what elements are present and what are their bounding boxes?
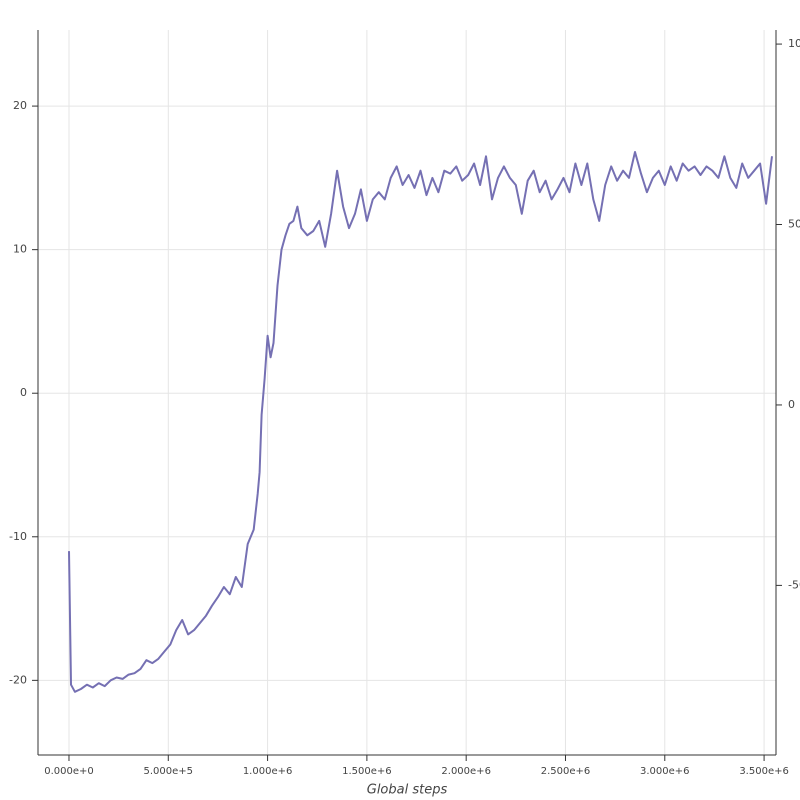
y-tick-label: -10 (9, 530, 27, 543)
x-tick-label: 1.500e+6 (342, 766, 392, 777)
x-axis-label: Global steps (367, 783, 448, 798)
y-tick-label: 20 (13, 99, 27, 112)
x-tick-label: 0.000e+0 (44, 766, 94, 777)
x-tick-label: 3.500e+6 (739, 766, 789, 777)
y2-tick-label: 50 (788, 218, 800, 231)
y-tick-label: 10 (13, 243, 27, 256)
x-tick-label: 3.000e+6 (640, 766, 690, 777)
x-tick-label: 2.500e+6 (541, 766, 591, 777)
y-tick-label: 0 (20, 386, 27, 399)
x-tick-label: 5.000e+5 (144, 766, 194, 777)
y2-tick-label: 0 (788, 398, 795, 411)
y2-tick-label: 100 (788, 37, 800, 50)
x-tick-label: 2.000e+6 (441, 766, 491, 777)
data-line (68, 151, 773, 693)
x-tick-label: 1.000e+6 (243, 766, 293, 777)
y-tick-label: -20 (9, 673, 27, 686)
y2-tick-label: -50 (788, 578, 800, 591)
